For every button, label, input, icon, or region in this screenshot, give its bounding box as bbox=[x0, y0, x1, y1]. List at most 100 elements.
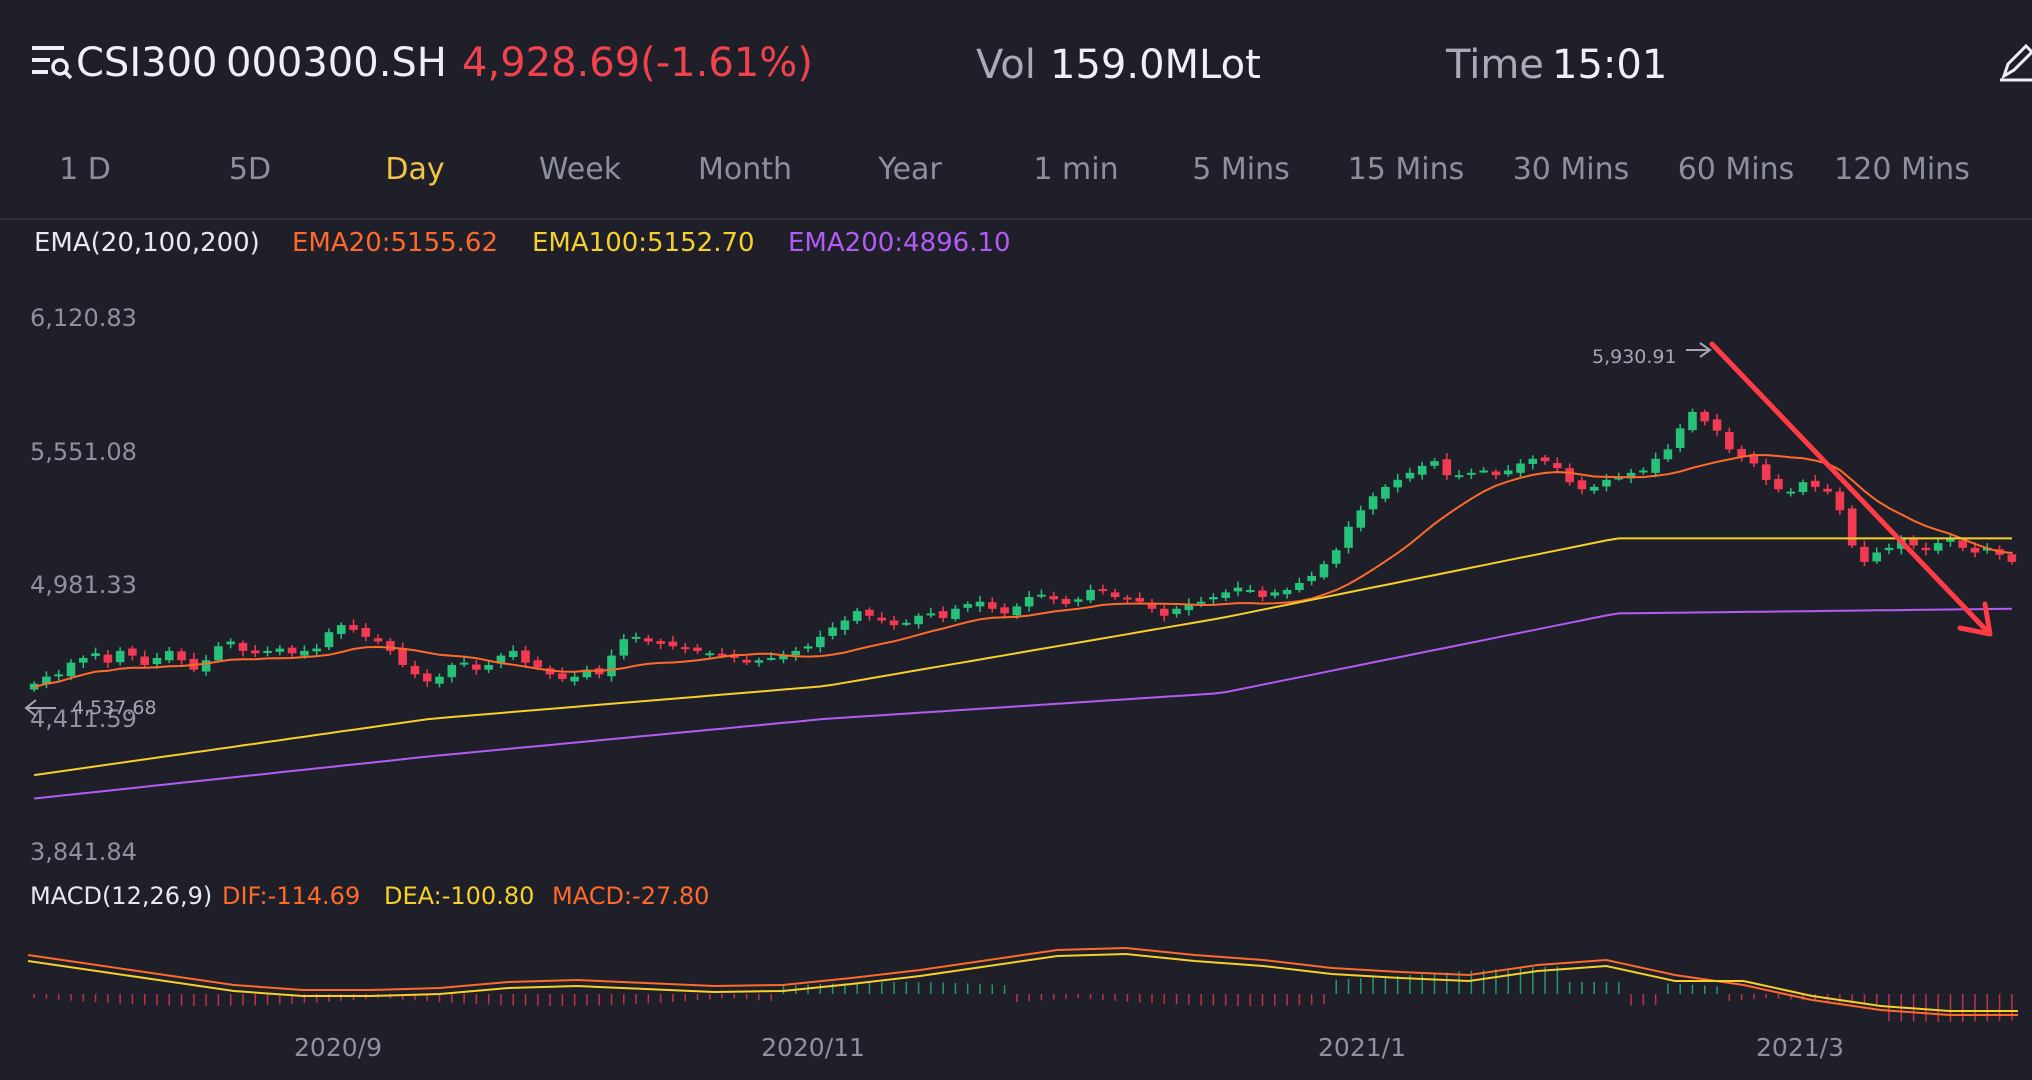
candle-body bbox=[1761, 464, 1771, 480]
candle-body bbox=[1491, 471, 1501, 476]
tab-5-mins[interactable]: 5 Mins bbox=[1192, 152, 1290, 187]
low-price-annotation: 4,537.68 bbox=[72, 697, 157, 719]
volume-value: 159.0MLot bbox=[1050, 42, 1261, 88]
dea-value: DEA:-100.80 bbox=[384, 882, 535, 910]
pencil-icon[interactable] bbox=[1996, 38, 2032, 82]
candle-body bbox=[361, 627, 371, 637]
candle-body bbox=[1049, 596, 1059, 600]
candle-body bbox=[1909, 537, 1918, 546]
candle-body bbox=[1479, 470, 1488, 473]
candle-body bbox=[78, 657, 88, 663]
candle-body bbox=[1430, 461, 1439, 466]
y-axis-label: 5,551.08 bbox=[30, 438, 137, 466]
candle-body bbox=[1295, 582, 1304, 590]
candle-body bbox=[1196, 601, 1206, 604]
candle-body bbox=[238, 642, 248, 651]
tab-15-mins[interactable]: 15 Mins bbox=[1347, 152, 1465, 187]
candle-body bbox=[1098, 589, 1108, 592]
macd-value: MACD:-27.80 bbox=[552, 882, 710, 910]
candle-body bbox=[1393, 479, 1402, 488]
candle-body bbox=[1737, 448, 1746, 457]
candle-body bbox=[668, 641, 678, 647]
candle-body bbox=[1037, 594, 1046, 597]
candle-body bbox=[987, 602, 997, 609]
candle-body bbox=[656, 641, 665, 644]
candle-body bbox=[1258, 590, 1267, 598]
tab-60-mins[interactable]: 60 Mins bbox=[1677, 152, 1795, 187]
candle-body bbox=[287, 647, 297, 654]
candle-body bbox=[1503, 470, 1513, 475]
candle-body bbox=[1123, 597, 1132, 600]
tab-30-mins[interactable]: 30 Mins bbox=[1512, 152, 1630, 187]
tab-1d[interactable]: 1 D bbox=[59, 152, 111, 187]
x-axis-date: 2021/3 bbox=[1756, 1033, 1844, 1062]
candle-body bbox=[1614, 477, 1624, 480]
low-marker-arrowhead bbox=[24, 699, 37, 717]
candle-body bbox=[1540, 457, 1550, 462]
ema200-line bbox=[33, 607, 2012, 800]
candle-body bbox=[803, 646, 813, 649]
search-menu-icon[interactable] bbox=[30, 42, 76, 82]
candle-body bbox=[1405, 472, 1415, 479]
dif-value: DIF:-114.69 bbox=[222, 882, 361, 910]
candle-body bbox=[42, 676, 51, 685]
candle-body bbox=[177, 651, 186, 661]
candle-body bbox=[373, 638, 383, 642]
y-axis-label: 3,841.84 bbox=[30, 838, 137, 866]
candle-body bbox=[1553, 463, 1562, 469]
candle-body bbox=[1233, 587, 1243, 592]
ema-legend-label[interactable]: EMA(20,100,200) bbox=[34, 228, 260, 258]
candle-body bbox=[1172, 608, 1181, 614]
candle-body bbox=[1823, 488, 1832, 492]
candle-body bbox=[1159, 608, 1169, 616]
downtrend-arrowhead bbox=[1957, 601, 1993, 637]
candle-body bbox=[54, 674, 64, 677]
symbol-name[interactable]: CSI300 bbox=[76, 40, 218, 86]
tab-week[interactable]: Week bbox=[538, 152, 622, 187]
candle-body bbox=[1467, 472, 1476, 475]
candle-body bbox=[1847, 508, 1857, 546]
candle-body bbox=[1798, 482, 1808, 493]
candle-body bbox=[644, 638, 653, 642]
candle-body bbox=[472, 664, 481, 670]
ema200-value: EMA200:4896.10 bbox=[788, 228, 1011, 258]
tab-day[interactable]: Day bbox=[385, 152, 445, 187]
candle-body bbox=[938, 611, 948, 619]
candle-body bbox=[791, 650, 801, 656]
candle-body bbox=[717, 653, 727, 656]
candle-body bbox=[1442, 459, 1452, 476]
candle-body bbox=[852, 611, 862, 621]
candle-body bbox=[164, 650, 174, 661]
dif-line bbox=[27, 946, 2018, 1016]
candle-body bbox=[91, 653, 100, 657]
volume-label: Vol bbox=[976, 42, 1036, 88]
high-marker-arrowhead bbox=[1699, 342, 1712, 358]
tab-120-mins[interactable]: 120 Mins bbox=[1834, 152, 1970, 187]
y-axis-label: 4,411.59 bbox=[30, 705, 137, 733]
tab-year[interactable]: Year bbox=[878, 152, 942, 187]
y-axis-label: 6,120.83 bbox=[30, 304, 137, 332]
candle-body bbox=[1417, 465, 1427, 475]
tab-1-min[interactable]: 1 min bbox=[1033, 152, 1119, 187]
tab-month[interactable]: Month bbox=[697, 152, 793, 187]
candle-body bbox=[865, 609, 874, 616]
candle-body bbox=[1786, 491, 1796, 494]
candle-body bbox=[1061, 598, 1071, 605]
top-bar: CSI300 000300.SH 4,928.69(-1.61%) Vol 15… bbox=[0, 0, 2032, 120]
tab-5d[interactable]: 5D bbox=[228, 152, 272, 187]
candle-body bbox=[1528, 458, 1538, 464]
candle-body bbox=[1835, 491, 1845, 511]
symbol-code: 000300.SH bbox=[226, 40, 447, 86]
candle-body bbox=[336, 625, 346, 635]
candle-body bbox=[914, 615, 923, 625]
candle-body bbox=[1811, 480, 1820, 487]
candle-body bbox=[1024, 597, 1034, 607]
macd-legend-label[interactable]: MACD(12,26,9) bbox=[30, 882, 213, 910]
candle-body bbox=[1454, 475, 1464, 478]
candle-body bbox=[1184, 604, 1194, 611]
high-price-annotation: 5,930.91 bbox=[1592, 346, 1677, 368]
candle-body bbox=[398, 648, 407, 665]
candle-body bbox=[1319, 564, 1329, 578]
candle-body bbox=[275, 648, 285, 652]
